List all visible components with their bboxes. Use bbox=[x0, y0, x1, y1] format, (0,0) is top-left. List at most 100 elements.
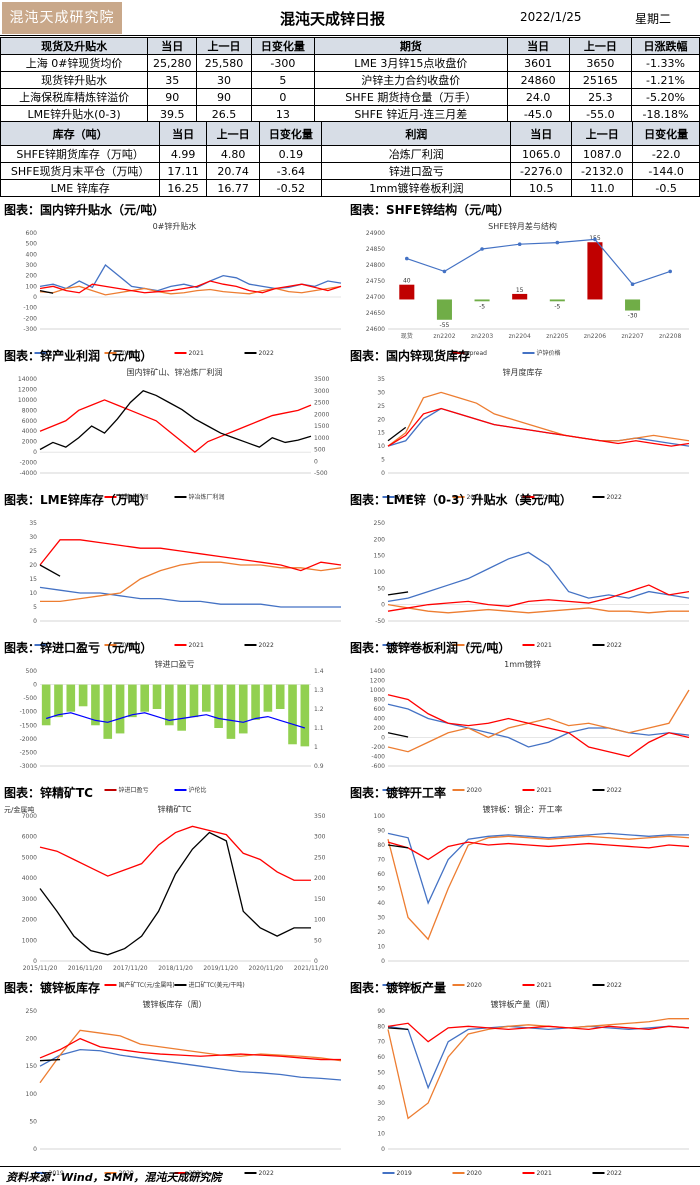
y-tick-label: 100 bbox=[374, 569, 386, 576]
y-tick-label: -200 bbox=[371, 744, 385, 751]
table-cell: 3601 bbox=[506, 54, 570, 72]
table-cell: 1087.0 bbox=[571, 145, 634, 163]
section-title: 图表：锌精矿TC bbox=[4, 786, 93, 800]
section-title: 图表：国内锌升贴水（元/吨） bbox=[4, 203, 165, 217]
series-line bbox=[39, 1058, 61, 1062]
y-tick-label: 30 bbox=[29, 534, 37, 541]
y2-tick-label: 1.1 bbox=[314, 725, 324, 732]
table-cell: 上海 0#锌现货均价 bbox=[0, 54, 149, 72]
series-line bbox=[39, 399, 312, 453]
table-header-cell: 上一日 bbox=[568, 37, 633, 55]
legend-label: 锌进口盈亏 bbox=[119, 786, 149, 794]
table-header-cell: 利润 bbox=[321, 121, 512, 146]
y2-tick-label: 50 bbox=[314, 937, 322, 944]
legend-label: 进口矿TC(美元/干吨) bbox=[189, 981, 245, 989]
chart-c2: SHFE锌月差与结构 24600 24650 24700 24750 24800 24850… bbox=[350, 219, 695, 359]
y-tick-label: 500 bbox=[26, 668, 38, 675]
x-tick-label: zn2205 bbox=[546, 333, 568, 340]
chart-c8: 1mm镀锌 -600 -400 -200 0 200 400 600 800 1000 1200 14… bbox=[350, 657, 695, 796]
section-title-row: 图表：锌精矿TC 图表：镀锌开工率 bbox=[0, 783, 700, 801]
x-tick-label: zn2206 bbox=[584, 333, 606, 340]
y-tick-label: -400 bbox=[371, 754, 385, 761]
y-tick-label: 0 bbox=[33, 1146, 37, 1153]
y-tick-label: 10 bbox=[377, 944, 385, 951]
table-header-cell: 日变化量 bbox=[250, 37, 316, 55]
bar bbox=[140, 684, 150, 712]
table-cell: 1mm镀锌卷板利润 bbox=[321, 179, 512, 197]
table-header-cell: 库存（吨） bbox=[0, 121, 161, 146]
y-tick-label: 14000 bbox=[18, 376, 37, 383]
chart-title: 0#锌升贴水 bbox=[153, 221, 197, 231]
y-tick-label: 24600 bbox=[366, 326, 385, 333]
table-cell: 25,280 bbox=[147, 54, 198, 72]
bar bbox=[587, 242, 603, 300]
series-line bbox=[39, 1029, 342, 1084]
chart-c10: 镀锌板：钢企：开工率 0 10 20 30 40 50 60 70 80 90 100 2019 2020… bbox=[350, 802, 695, 991]
series-line bbox=[387, 841, 690, 861]
chart-title: 锌月度库存 bbox=[503, 367, 543, 377]
legend-label: 2021 bbox=[189, 642, 204, 649]
y-tick-label: 200 bbox=[374, 536, 386, 543]
data-label: -55 bbox=[440, 322, 450, 329]
bar bbox=[115, 684, 125, 734]
y-tick-label: 10 bbox=[377, 1131, 385, 1138]
legend-label: 2020 bbox=[467, 787, 482, 794]
table-cell: 90 bbox=[196, 88, 252, 106]
price-line bbox=[406, 238, 671, 285]
y-tick-label: 24850 bbox=[366, 246, 385, 253]
y-tick-label: 35 bbox=[377, 376, 385, 383]
bar bbox=[66, 684, 76, 712]
table-cell: 沪锌主力合约收盘价 bbox=[314, 71, 508, 89]
y2-tick-label: 1.3 bbox=[314, 687, 324, 694]
legend-label: 2021 bbox=[189, 1170, 204, 1177]
table-cell: LME 3月锌15点收盘价 bbox=[314, 54, 508, 72]
legend-label: 2019 bbox=[49, 1170, 64, 1177]
spot-futures-table: 现货及升贴水 当日 上一日 日变化量 期货 当日 上一日 日涨跌幅 上海 0#锌现货均价 25,2… bbox=[0, 37, 700, 123]
chart-title: 镀锌板产量（周） bbox=[491, 999, 555, 1009]
y-tick-label: 1400 bbox=[370, 668, 385, 675]
series-line bbox=[387, 832, 689, 905]
chart-svg: -50 0 50 100 150 200 250 2019 2020 2021 2022 bbox=[374, 520, 690, 649]
price-point bbox=[480, 247, 484, 251]
bar bbox=[165, 684, 174, 726]
section-title: 图表：国内锌现货库存 bbox=[350, 349, 471, 363]
legend-label: 2020 bbox=[467, 982, 482, 989]
chart-title: 镀锌板：钢企：开工率 bbox=[483, 804, 563, 814]
y-tick-label: 50 bbox=[377, 1069, 385, 1076]
chart-c11: 镀锌板库存（周） 0 50 100 150 200 250 2019 2020 2021 2022 bbox=[2, 997, 347, 1179]
section-title-row: 图表：国内锌升贴水（元/吨） 图表：SHFE锌结构（元/吨） bbox=[0, 200, 700, 218]
table-cell: 24860 bbox=[506, 71, 570, 89]
table-header-cell: 当日 bbox=[510, 121, 573, 146]
chart-c3: 国内锌矿山、锌冶炼厂利润 -4000 -2000 0 2000 4000 6000 8000 1… bbox=[2, 365, 347, 503]
series-line bbox=[39, 390, 312, 451]
table-cell: 25,580 bbox=[196, 54, 252, 72]
series-line bbox=[39, 831, 311, 956]
series-line bbox=[387, 703, 690, 748]
price-point bbox=[630, 282, 635, 286]
table-cell: 锌进口盈亏 bbox=[321, 162, 512, 180]
chart-svg: 镀锌板库存（周） 0 50 100 150 200 250 2019 2020 2021 2022 bbox=[26, 999, 342, 1177]
y-tick-label: 20 bbox=[377, 929, 385, 936]
table-header-cell: 期货 bbox=[314, 37, 508, 55]
table-row: 上海 0#锌现货均价 25,280 25,580 -300 LME 3月锌15点收盘价 3… bbox=[0, 54, 700, 72]
brand-logo: 混沌天成研究院 bbox=[2, 2, 122, 34]
chart-c4: 锌月度库存 0 5 10 15 20 25 30 35 2019 2020 2021 2022 bbox=[350, 365, 695, 503]
series-line bbox=[387, 1022, 690, 1043]
table-header-cell: 当日 bbox=[159, 121, 207, 146]
series-line bbox=[39, 586, 341, 608]
x-tick-label: 2018/11/20 bbox=[158, 965, 193, 972]
series-line bbox=[39, 289, 54, 294]
y-tick-label: 200 bbox=[374, 725, 386, 732]
y-tick-label: 50 bbox=[377, 886, 385, 893]
bar bbox=[54, 684, 63, 718]
table-cell: -45.0 bbox=[506, 105, 570, 123]
series-line bbox=[387, 844, 409, 849]
y-tick-label: 50 bbox=[29, 1118, 37, 1125]
section-title-row: 图表：锌产业利润（元/吨） 图表：国内锌现货库存 bbox=[0, 346, 700, 364]
section-title: 图表：锌进口盈亏（元/吨） bbox=[4, 641, 153, 655]
y2-tick-label: 2000 bbox=[314, 411, 329, 418]
section-title-row: 图表：镀锌板库存 图表：镀锌板产量 bbox=[0, 978, 700, 996]
bar bbox=[474, 299, 490, 302]
legend-label: 2022 bbox=[607, 642, 622, 649]
y-tick-label: 6000 bbox=[22, 418, 37, 425]
